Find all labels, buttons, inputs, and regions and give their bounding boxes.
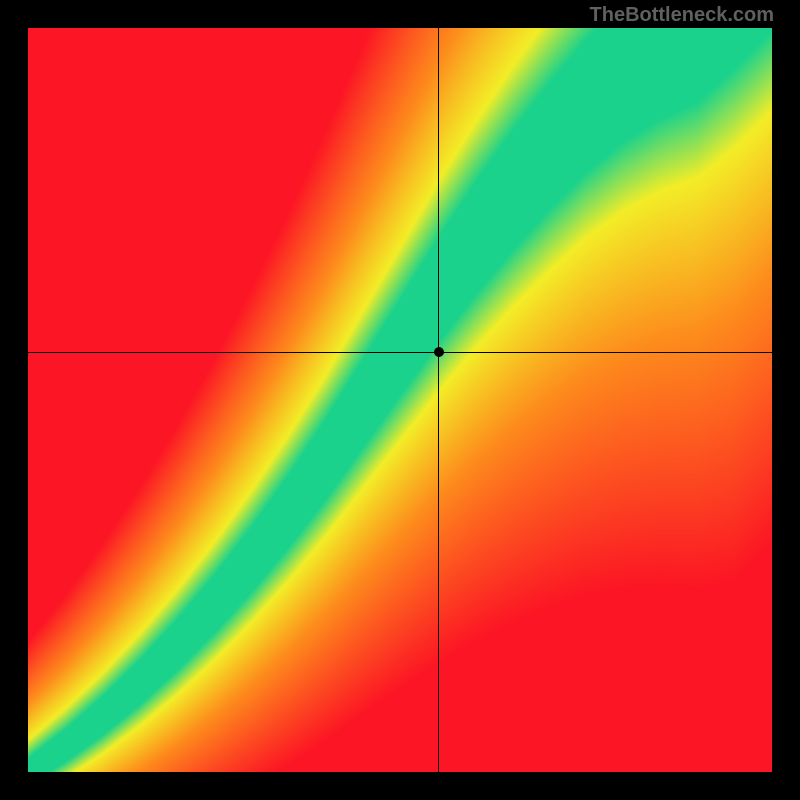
crosshair-horizontal <box>28 352 772 353</box>
heatmap-canvas <box>28 28 772 772</box>
attribution-text: TheBottleneck.com <box>590 4 774 27</box>
heatmap-plot <box>28 28 772 772</box>
crosshair-vertical <box>438 28 439 772</box>
